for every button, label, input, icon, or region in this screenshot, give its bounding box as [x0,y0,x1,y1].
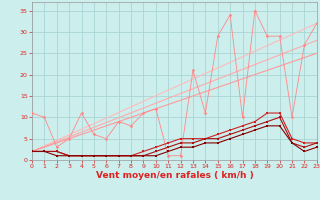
X-axis label: Vent moyen/en rafales ( km/h ): Vent moyen/en rafales ( km/h ) [96,171,253,180]
